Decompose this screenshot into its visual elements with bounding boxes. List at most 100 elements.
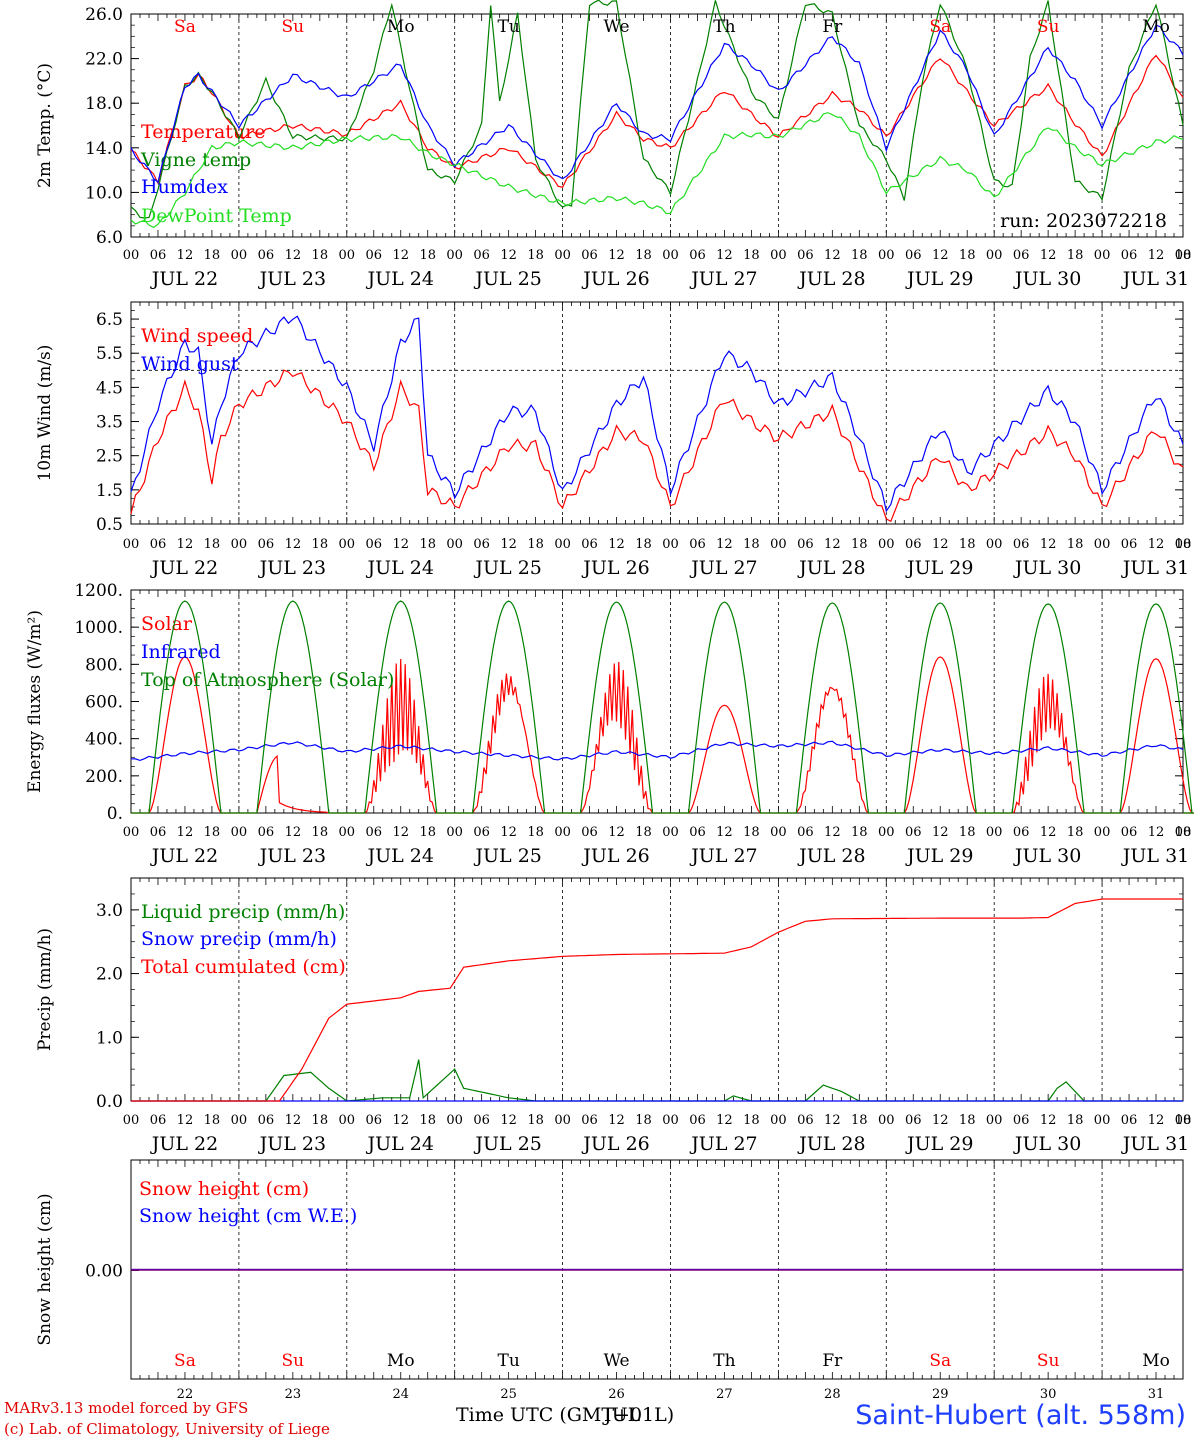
panel4-hour-label: 00 — [446, 1113, 463, 1128]
panel4-date-label: JUL 31 — [1121, 1133, 1189, 1155]
panel2-hour-label: 06 — [1013, 537, 1030, 552]
top-weekday-label: Th — [713, 17, 735, 37]
panel2-ytick-label: 6.5 — [96, 310, 123, 330]
panel1-hour-label: 12 — [1040, 248, 1057, 263]
day-number-label: 29 — [932, 1387, 949, 1402]
panel4-date-label: JUL 28 — [797, 1133, 865, 1155]
panel1-hour-label: 18 — [312, 248, 329, 263]
day-number-label: 24 — [392, 1387, 409, 1402]
panel1-date-label: JUL 22 — [150, 268, 218, 290]
top-weekday-label: Tu — [497, 17, 519, 37]
panel2-hour-label: 00 — [878, 537, 895, 552]
panel4-date-label: JUL 30 — [1013, 1133, 1081, 1155]
panel2-ytick-label: 2.5 — [96, 447, 123, 467]
panel2-date-label: JUL 30 — [1013, 557, 1081, 579]
day-number-label: 31 — [1148, 1387, 1165, 1402]
panel1-legend-entry: Vigne temp — [140, 149, 251, 171]
panel4-hour-label: 06 — [150, 1113, 167, 1128]
panel1-legend-entry: Temperature — [141, 121, 265, 143]
panel3-ytick-label: 200. — [85, 767, 123, 787]
panel2-hour-label: 12 — [824, 537, 841, 552]
bottom-weekday-label: We — [603, 1351, 629, 1371]
model-credit: MARv3.13 model forced by GFS — [4, 1399, 249, 1417]
panel4-hour-label: 12 — [1040, 1113, 1057, 1128]
panel2-hour-label: 18 — [743, 537, 760, 552]
panel3-hour-label: 06 — [1013, 825, 1030, 840]
panel2-hour-label: 12 — [932, 537, 949, 552]
panel1-hour-label: 06 — [258, 248, 275, 263]
panel2-hour-label: 18 — [1067, 537, 1084, 552]
top-weekday-label: Su — [282, 17, 305, 37]
panel3-hour-label: 00 — [446, 825, 463, 840]
panel3-date-label: JUL 22 — [150, 845, 218, 867]
panel1-hour-label: 06 — [1013, 248, 1030, 263]
panel1-legend-entry: DewPoint Temp — [141, 205, 292, 227]
panel1-hour-label: 00 — [231, 248, 248, 263]
panel4-hour-label: 00 — [770, 1113, 787, 1128]
panel4-legend-entry: Total cumulated (cm) — [141, 956, 346, 978]
panel2-date-label: JUL 24 — [366, 557, 434, 579]
bottom-weekday-label: Sa — [174, 1351, 196, 1371]
panel3-hour-label: 06 — [797, 825, 814, 840]
panel4-hour-label: 12 — [716, 1113, 733, 1128]
panel2-hour-label: 00 — [554, 537, 571, 552]
panel4-hour-label: 12 — [392, 1113, 409, 1128]
panel2-hour-label: 12 — [177, 537, 194, 552]
panel1-hour-label: 12 — [608, 248, 625, 263]
panel1-legend-entry: Humidex — [141, 176, 228, 198]
panel2-hour-label: 18 — [635, 537, 652, 552]
panel3-hour-label: 12 — [932, 825, 949, 840]
panel4-hour-label: 18 — [419, 1113, 436, 1128]
panel3-ytick-label: 600. — [85, 693, 123, 713]
panel1-hour-label: 06 — [473, 248, 490, 263]
panel3-legend-entry: Infrared — [141, 641, 221, 663]
panel3-date-label: JUL 24 — [366, 845, 434, 867]
panel2-hour-label: 06 — [150, 537, 167, 552]
panel4-hour-label: 06 — [365, 1113, 382, 1128]
panel2-hour-label: 06 — [258, 537, 275, 552]
panel4-hour-label: 06 — [1013, 1113, 1030, 1128]
panel4-hour-label: 12 — [177, 1113, 194, 1128]
panel4-hour-label: 06 — [689, 1113, 706, 1128]
panel3-hour-label: 12 — [1040, 825, 1057, 840]
panel1-ytick-label: 18.0 — [85, 94, 123, 114]
day-number-label: 28 — [824, 1387, 841, 1402]
panel2-ytick-label: 3.5 — [96, 413, 123, 433]
panel1-hour-label: 06 — [365, 248, 382, 263]
panel1-hour-label: 00 — [770, 248, 787, 263]
panel3-hour-label: 00 — [770, 825, 787, 840]
panel2-hour-label: 06 — [581, 537, 598, 552]
panel5-y-axis-title: Snow height (cm) — [35, 1193, 55, 1345]
panel2-hour-label: 00 — [1094, 537, 1111, 552]
panel4-ytick-label: 3.0 — [96, 901, 123, 921]
panel4-hour-label: 00 — [554, 1113, 571, 1128]
panel1-hour-label: 06 — [1121, 248, 1138, 263]
panel4-hour-label: 06 — [905, 1113, 922, 1128]
bottom-weekday-label: Mo — [387, 1351, 415, 1371]
panel4-hour-label: 00 — [1094, 1113, 1111, 1128]
panel4-legend-entry: Snow precip (mm/h) — [141, 928, 337, 950]
panel4-hour-label: 18 — [1067, 1113, 1084, 1128]
panel1-run-annotation: run: 2023072218 — [1000, 210, 1167, 232]
panel1-date-label: JUL 30 — [1013, 268, 1081, 290]
bottom-weekday-label: Th — [713, 1351, 735, 1371]
panel2-hour-label: 12 — [1040, 537, 1057, 552]
panel1-hour-label: 00 — [986, 248, 1003, 263]
panel2-hour-label: 12 — [608, 537, 625, 552]
panel2-hour-label: 06 — [365, 537, 382, 552]
panel2-hour-label: 06 — [1121, 537, 1138, 552]
panel1-hour-label: 18 — [1175, 248, 1192, 263]
panel3-ytick-label: 0. — [107, 804, 123, 824]
panel5-legend-entry: Snow height (cm) — [139, 1178, 309, 1200]
panel1-hour-label: 00 — [123, 248, 140, 263]
panel3-hour-label: 18 — [1067, 825, 1084, 840]
panel2-series-wind-gust — [130, 315, 1184, 513]
panel3-hour-label: 06 — [1121, 825, 1138, 840]
panel3-legend-entry: Top of Atmosphere (Solar) — [141, 669, 394, 691]
top-weekday-label: Mo — [387, 17, 415, 37]
panel4-hour-label: 12 — [1148, 1113, 1165, 1128]
panel3-hour-label: 06 — [581, 825, 598, 840]
panel1-hour-label: 18 — [527, 248, 544, 263]
panel3-hour-label: 12 — [716, 825, 733, 840]
panel2-hour-label: 18 — [204, 537, 221, 552]
